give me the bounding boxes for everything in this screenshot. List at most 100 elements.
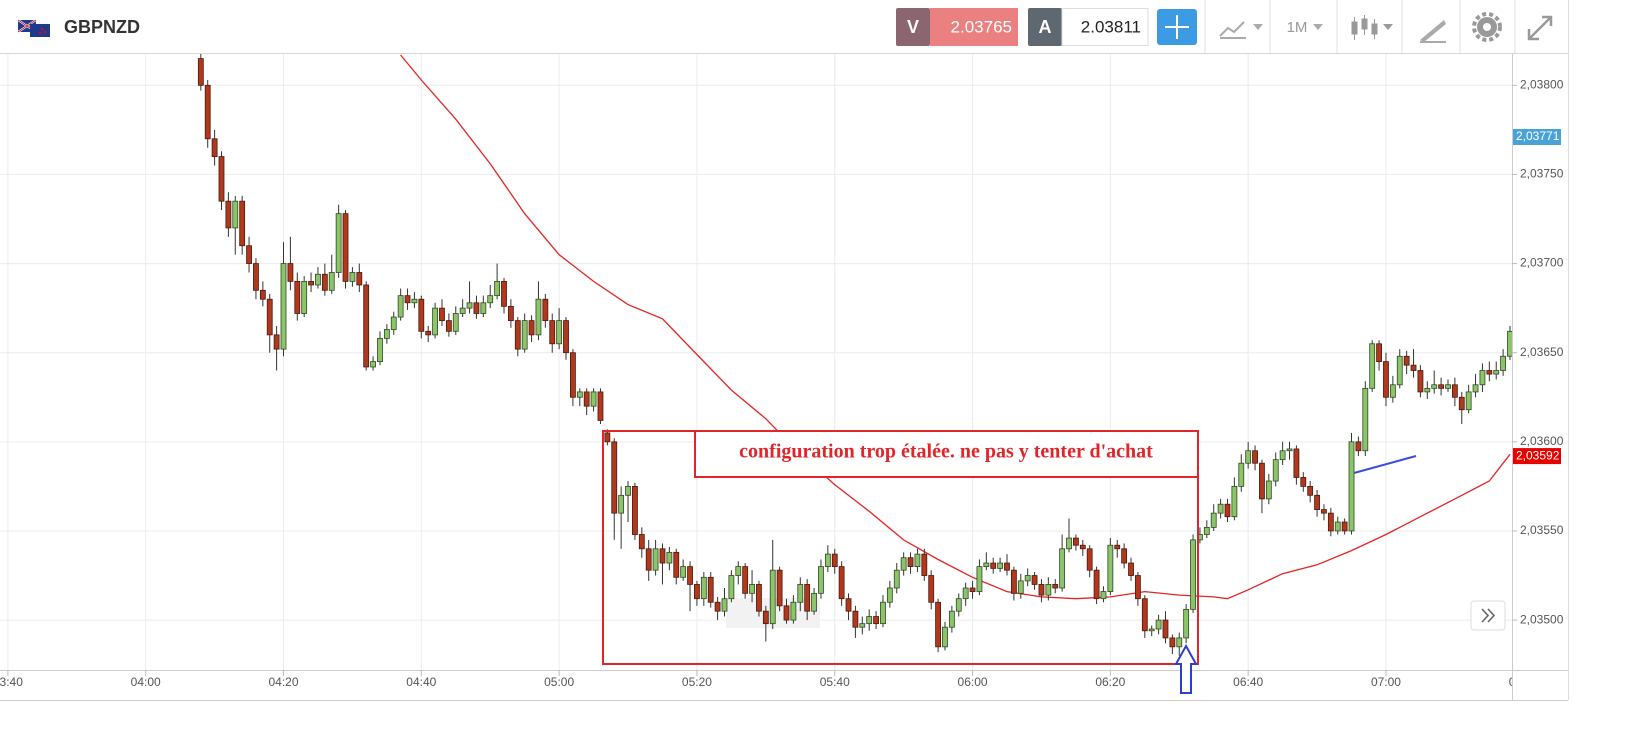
buy-button[interactable] bbox=[1028, 8, 1062, 46]
candle-body bbox=[783, 605, 790, 621]
candle-body bbox=[1100, 591, 1107, 600]
candle-body bbox=[1500, 355, 1507, 371]
candle-body bbox=[1431, 384, 1438, 389]
candle-body bbox=[287, 263, 294, 282]
candle-body bbox=[1341, 521, 1348, 532]
candle-body bbox=[1121, 548, 1128, 564]
candle-body bbox=[721, 598, 728, 612]
candle-body bbox=[1369, 343, 1376, 389]
draw-tools-button[interactable] bbox=[1420, 20, 1446, 43]
y-tick-label: 2,03700 bbox=[1520, 256, 1564, 270]
symbol: GBPNZD bbox=[64, 17, 140, 37]
candle-body bbox=[1451, 384, 1458, 398]
candle-body bbox=[632, 485, 638, 535]
candle-body bbox=[211, 138, 218, 158]
candle-body bbox=[1210, 512, 1217, 528]
candle-body bbox=[1059, 548, 1066, 589]
candle-body bbox=[645, 548, 652, 571]
candle-body bbox=[514, 320, 521, 350]
chart-type-button[interactable] bbox=[1219, 21, 1263, 39]
sell-price-box[interactable] bbox=[930, 8, 1018, 46]
candle-body bbox=[983, 562, 990, 568]
scroll-button[interactable] bbox=[1470, 600, 1506, 631]
candle-body bbox=[507, 305, 514, 322]
candle-body bbox=[797, 584, 804, 603]
candle-body bbox=[1238, 462, 1245, 487]
candle-body bbox=[1231, 485, 1238, 518]
candle-body bbox=[308, 280, 314, 286]
candle-body bbox=[776, 569, 783, 607]
fullscreen-button[interactable] bbox=[1527, 15, 1553, 41]
x-tick-label: 07:20 bbox=[1509, 675, 1539, 689]
candle-body bbox=[1286, 448, 1293, 452]
candle-body bbox=[625, 485, 631, 496]
candle-body bbox=[1334, 521, 1341, 532]
candle-body bbox=[246, 245, 252, 264]
candle-body bbox=[1389, 384, 1396, 398]
candle-body bbox=[1293, 448, 1300, 478]
candle-body bbox=[239, 200, 246, 247]
candle-body bbox=[1321, 509, 1327, 514]
candle-body bbox=[390, 316, 397, 330]
candle-body bbox=[452, 313, 459, 332]
candle-body bbox=[1148, 628, 1155, 632]
candle-body bbox=[742, 566, 749, 594]
y-tick-label: 2,03800 bbox=[1520, 77, 1564, 91]
candle-body bbox=[321, 273, 328, 291]
candle-body bbox=[280, 263, 287, 350]
buy-price-box[interactable] bbox=[1061, 8, 1149, 46]
candle-body bbox=[418, 298, 425, 332]
candle-body bbox=[315, 273, 321, 286]
candle-body bbox=[1079, 544, 1086, 550]
candle-body bbox=[969, 587, 976, 592]
candle-body bbox=[618, 494, 625, 514]
candle-body bbox=[535, 298, 542, 336]
price-tag-label: 2,03771 bbox=[1516, 129, 1560, 143]
candle-body bbox=[1217, 503, 1224, 514]
candle-body bbox=[218, 156, 225, 202]
candle-body bbox=[831, 553, 838, 568]
candle-body bbox=[1507, 330, 1512, 357]
candle-body bbox=[1438, 384, 1444, 389]
crosshair-icon bbox=[1165, 15, 1189, 39]
candle-body bbox=[583, 391, 590, 407]
candle-body bbox=[1038, 584, 1045, 596]
candle-body bbox=[342, 213, 349, 282]
candle-style-button[interactable] bbox=[1351, 15, 1393, 40]
timeframe[interactable]: 1M bbox=[1287, 19, 1308, 36]
candle-body bbox=[845, 598, 852, 612]
candle-body bbox=[1010, 569, 1017, 594]
candle-body bbox=[893, 569, 900, 589]
candle-body bbox=[480, 302, 487, 314]
candle-body bbox=[1307, 485, 1314, 496]
candle-body bbox=[976, 566, 983, 592]
price-tag-label: 2,03592 bbox=[1516, 448, 1560, 462]
candle-body bbox=[259, 289, 266, 300]
candle-body bbox=[383, 329, 390, 339]
candle-body bbox=[1458, 396, 1465, 411]
candle-body bbox=[1396, 355, 1403, 386]
candle-body bbox=[1093, 569, 1100, 600]
candle-body bbox=[1486, 370, 1493, 375]
candle-body bbox=[356, 272, 363, 286]
candle-body bbox=[1479, 370, 1486, 386]
y-tick-label: 2,03550 bbox=[1520, 523, 1564, 537]
candle-body bbox=[1348, 441, 1355, 532]
x-tick-label: 06:40 bbox=[1233, 675, 1263, 689]
annotation-label-box bbox=[694, 430, 1199, 478]
candle-body bbox=[204, 84, 211, 140]
settings-button[interactable] bbox=[1472, 12, 1502, 42]
candle-body bbox=[1272, 459, 1279, 482]
candle-body bbox=[1024, 575, 1031, 582]
candle-body bbox=[590, 391, 597, 407]
x-tick-label: 06:20 bbox=[1095, 675, 1125, 689]
candle-body bbox=[397, 295, 404, 318]
candle-body bbox=[1465, 391, 1472, 411]
candle-body bbox=[652, 548, 659, 571]
candle-body bbox=[990, 562, 997, 569]
sell-button[interactable] bbox=[896, 8, 930, 46]
x-tick-label: 04:20 bbox=[268, 675, 298, 689]
candle-body bbox=[1031, 575, 1038, 585]
candle-body bbox=[735, 566, 742, 576]
